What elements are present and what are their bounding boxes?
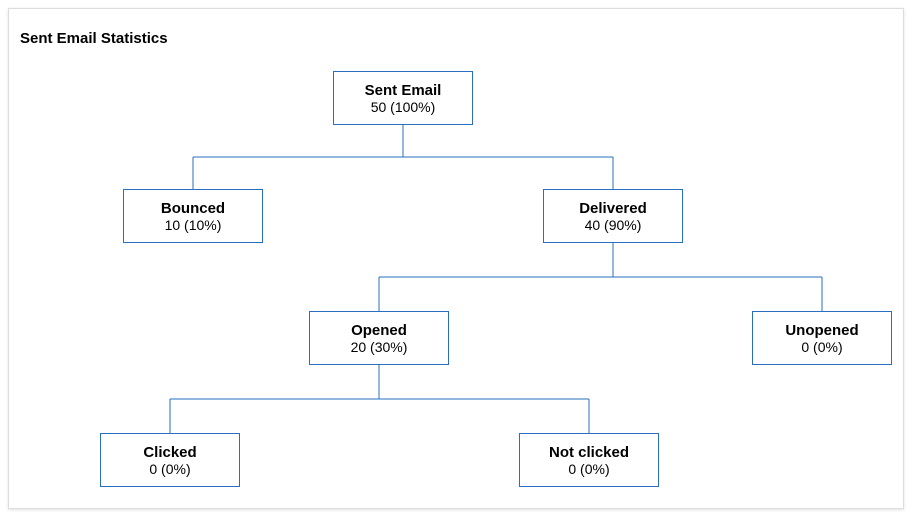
- email-stats-panel: Sent Email Statistics Sent Email 50 (100…: [0, 0, 912, 517]
- node-label: Sent Email: [365, 82, 442, 99]
- node-label: Bounced: [161, 200, 225, 217]
- node-label: Not clicked: [549, 444, 629, 461]
- node-label: Unopened: [785, 322, 858, 339]
- node-value: 50 (100%): [371, 99, 436, 115]
- node-bounced: Bounced 10 (10%): [123, 189, 263, 243]
- node-clicked: Clicked 0 (0%): [100, 433, 240, 487]
- node-unopened: Unopened 0 (0%): [752, 311, 892, 365]
- node-value: 0 (0%): [568, 461, 609, 477]
- node-value: 20 (30%): [351, 339, 408, 355]
- node-label: Clicked: [143, 444, 196, 461]
- node-value: 0 (0%): [801, 339, 842, 355]
- node-delivered: Delivered 40 (90%): [543, 189, 683, 243]
- panel-title: Sent Email Statistics: [20, 30, 168, 47]
- node-label: Opened: [351, 322, 407, 339]
- node-sent-email: Sent Email 50 (100%): [333, 71, 473, 125]
- node-not-clicked: Not clicked 0 (0%): [519, 433, 659, 487]
- node-label: Delivered: [579, 200, 647, 217]
- node-value: 10 (10%): [165, 217, 222, 233]
- node-value: 40 (90%): [585, 217, 642, 233]
- node-value: 0 (0%): [149, 461, 190, 477]
- node-opened: Opened 20 (30%): [309, 311, 449, 365]
